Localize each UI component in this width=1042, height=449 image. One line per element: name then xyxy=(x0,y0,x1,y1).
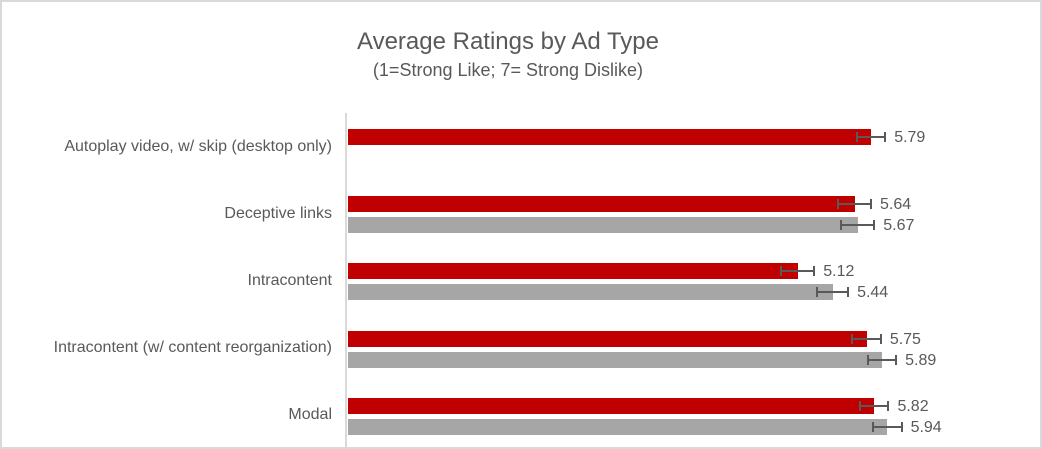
error-bar-line xyxy=(857,136,885,138)
category-axis-line xyxy=(345,113,347,447)
value-label: 5.44 xyxy=(857,284,889,302)
red-series-bar xyxy=(348,397,875,414)
error-bar-line xyxy=(868,358,896,361)
error-bar-line xyxy=(874,425,901,428)
chart-title-block: Average Ratings by Ad Type (1=Strong Lik… xyxy=(2,26,1014,83)
value-label: 5.79 xyxy=(894,129,926,146)
red-series-bar xyxy=(348,129,871,145)
category-label: Autoplay video, w/ skip (desktop only) xyxy=(64,137,332,155)
category-label: Intracontent (w/ content reorganization) xyxy=(53,339,332,357)
value-label: 5.89 xyxy=(905,351,937,369)
error-bar xyxy=(851,333,882,344)
value-label: 5.12 xyxy=(823,263,855,281)
error-bar-line xyxy=(782,270,814,273)
error-bar-line xyxy=(839,203,870,206)
category-label: Deceptive links xyxy=(224,204,332,222)
error-bar xyxy=(872,421,903,432)
value-label: 5.94 xyxy=(910,418,942,436)
error-bar xyxy=(780,266,816,277)
red-series-bar xyxy=(348,330,867,347)
red-series-bar xyxy=(348,263,798,280)
gray-series-bar xyxy=(348,284,833,301)
red-series-bar xyxy=(348,196,855,213)
gray-series-bar xyxy=(348,351,882,368)
error-bar xyxy=(858,400,890,411)
error-bar xyxy=(866,354,898,365)
chart-subtitle: (1=Strong Like; 7= Strong Dislike) xyxy=(372,60,644,80)
error-bar xyxy=(840,220,876,231)
category-label: Modal xyxy=(288,406,332,424)
value-label: 5.67 xyxy=(883,217,915,235)
error-bar xyxy=(855,132,887,142)
error-bar-line xyxy=(842,224,874,227)
value-label: 5.82 xyxy=(897,397,929,415)
chart-title: Average Ratings by Ad Type xyxy=(357,28,659,55)
value-label: 5.64 xyxy=(880,196,912,214)
category-label: Intracontent xyxy=(247,271,333,289)
gray-series-bar xyxy=(348,418,888,435)
error-bar xyxy=(816,287,850,298)
error-bar-line xyxy=(818,291,848,294)
gray-series-bar xyxy=(348,217,858,234)
error-bar-line xyxy=(853,337,880,340)
error-bar-line xyxy=(860,404,888,407)
value-label: 5.75 xyxy=(889,330,921,348)
error-bar xyxy=(837,199,872,210)
